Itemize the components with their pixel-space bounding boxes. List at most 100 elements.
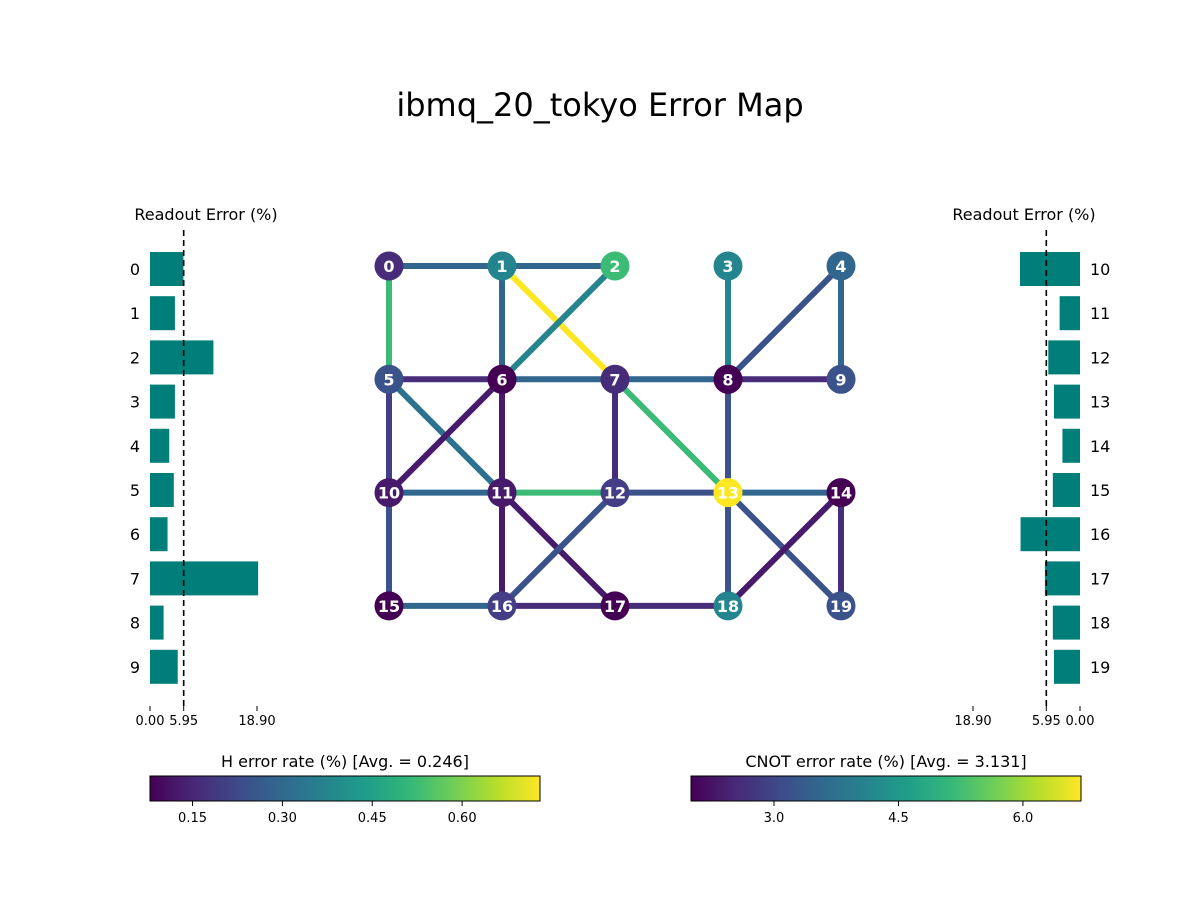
readout-left-bars (150, 230, 259, 706)
qubit-node-label: 15 (378, 597, 400, 616)
readout-bar-q14 (1062, 428, 1080, 463)
qubit-node-3 (713, 251, 743, 281)
qubit-node-label: 1 (496, 257, 507, 276)
qubit-node-label: 5 (383, 370, 394, 389)
readout-bar-q8 (150, 605, 164, 640)
colorbar-tick-label: 0.60 (448, 811, 477, 826)
qubit-node-18 (713, 591, 743, 621)
readout-qubit-label: 12 (1090, 348, 1110, 367)
readout-bar-q4 (150, 428, 170, 463)
readout-qubit-label: 6 (130, 525, 140, 544)
readout-right-title: Readout Error (%) (952, 205, 1095, 224)
readout-qubit-label: 0 (130, 260, 140, 279)
qubit-node-label: 6 (496, 370, 507, 389)
edge-4-8 (725, 263, 844, 382)
qubit-node-12 (600, 478, 630, 508)
colorbar-tick-label: 0.30 (268, 811, 297, 826)
readout-axis-tick-label: 18.90 (954, 714, 991, 729)
readout-qubit-label: 19 (1090, 658, 1110, 677)
qubit-node-9 (826, 364, 856, 394)
coupling-edges (386, 263, 844, 609)
edge-2-6 (499, 263, 618, 382)
readout-qubit-label: 7 (130, 569, 140, 588)
readout-qubit-label: 16 (1090, 525, 1110, 544)
cnot-colorbar-ticks: 3.0 4.5 6.0 (764, 801, 1034, 826)
readout-qubit-label: 5 (130, 481, 140, 500)
readout-bar-q6 (150, 517, 168, 552)
edge-6-10 (386, 377, 505, 495)
colorbar-tick-label: 0.15 (178, 811, 207, 826)
qubit-node-10 (374, 478, 404, 508)
readout-bar-q9 (150, 649, 178, 684)
qubit-node-label: 18 (717, 597, 739, 616)
qubit-node-15 (374, 591, 404, 621)
readout-left-panel: Readout Error (%) 0 1 2 3 4 5 6 7 8 9 0.00 5.95 18.9… (130, 205, 278, 729)
qubit-node-6 (487, 364, 517, 394)
edge-12-16 (499, 490, 618, 609)
qubit-node-14 (826, 478, 856, 508)
readout-bar-q3 (150, 384, 175, 419)
readout-left-title: Readout Error (%) (134, 205, 277, 224)
readout-bar-q17 (1044, 561, 1080, 596)
readout-bar-q7 (150, 561, 259, 596)
readout-bar-q13 (1053, 384, 1080, 419)
readout-bar-q19 (1053, 649, 1080, 684)
readout-left-ticks: 0 1 2 3 4 5 6 7 8 9 0.00 5.95 18.90 (130, 260, 276, 729)
readout-right-ticks: 10 11 12 13 14 15 16 17 18 19 0.00 5.95 18.90 (954, 260, 1110, 729)
qubit-node-4 (826, 251, 856, 281)
readout-qubit-label: 11 (1090, 304, 1110, 323)
readout-bar-q2 (150, 340, 214, 375)
readout-axis-tick-label: 0.00 (136, 714, 165, 729)
figure-title: ibmq_20_tokyo Error Map (396, 86, 803, 124)
readout-qubit-label: 8 (130, 614, 140, 633)
qubit-node-label: 9 (835, 370, 846, 389)
readout-right-bars (1019, 230, 1080, 706)
qubit-node-7 (600, 364, 630, 394)
readout-qubit-label: 15 (1090, 481, 1110, 500)
qubit-node-label: 4 (835, 257, 846, 276)
qubit-node-label: 14 (830, 484, 852, 503)
readout-qubit-label: 2 (130, 348, 140, 367)
readout-qubit-label: 1 (130, 304, 140, 323)
readout-qubit-label: 4 (130, 437, 140, 456)
edge-14-18 (725, 490, 844, 609)
readout-bar-q12 (1048, 340, 1080, 375)
readout-bar-q15 (1052, 473, 1080, 507)
readout-qubit-label: 14 (1090, 437, 1110, 456)
qubit-node-label: 10 (378, 484, 400, 503)
readout-right-panel: Readout Error (%) 10 11 12 13 14 15 16 17 18 19 0.… (952, 205, 1110, 729)
cnot-error-colorbar: CNOT error rate (%) [Avg. = 3.131] 3.0 4.… (690, 752, 1082, 826)
qubit-node-16 (487, 591, 517, 621)
colorbar-tick-label: 6.0 (1013, 811, 1034, 826)
qubit-node-label: 12 (604, 484, 626, 503)
qubit-node-label: 19 (830, 597, 852, 616)
readout-bar-q1 (150, 296, 175, 331)
readout-axis-tick-label: 18.90 (238, 714, 275, 729)
qubit-node-label: 8 (722, 370, 733, 389)
readout-bar-q0 (150, 252, 184, 286)
readout-bar-q16 (1020, 517, 1080, 552)
edge-7-13 (612, 377, 731, 495)
readout-qubit-label: 17 (1090, 569, 1110, 588)
qubit-node-label: 13 (717, 484, 739, 503)
qubit-node-17 (600, 591, 630, 621)
qubit-node-1 (487, 251, 517, 281)
qubit-node-label: 17 (604, 597, 626, 616)
qubit-node-5 (374, 364, 404, 394)
readout-qubit-label: 9 (130, 658, 140, 677)
colorbar-tick-label: 0.45 (358, 811, 387, 826)
readout-axis-tick-label: 5.95 (169, 714, 198, 729)
qubit-node-19 (826, 591, 856, 621)
qubit-node-label: 16 (491, 597, 513, 616)
h-error-colorbar: H error rate (%) [Avg. = 0.246] 0.15 0.30… (149, 752, 541, 826)
readout-qubit-label: 18 (1090, 614, 1110, 633)
qubit-node-label: 0 (383, 257, 394, 276)
cnot-colorbar-gradient (690, 775, 1082, 802)
readout-qubit-label: 10 (1090, 260, 1110, 279)
qubit-node-11 (487, 478, 517, 508)
h-colorbar-gradient (149, 775, 541, 802)
readout-bar-q11 (1059, 296, 1080, 331)
h-colorbar-title: H error rate (%) [Avg. = 0.246] (221, 752, 469, 771)
